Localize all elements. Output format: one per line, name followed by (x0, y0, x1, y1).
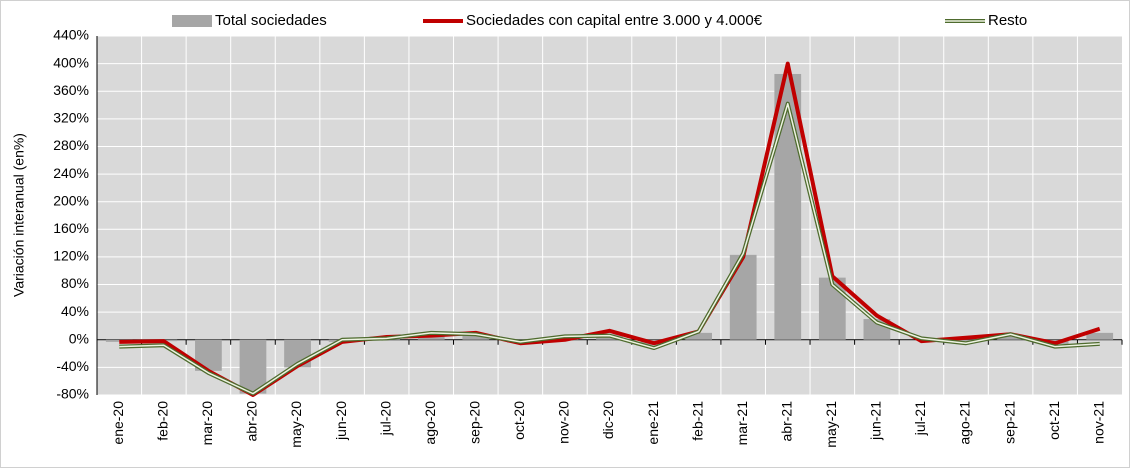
x-tick-label: may-21 (823, 401, 839, 448)
x-tick-label: oct-20 (511, 401, 527, 440)
y-tick-label: 400% (53, 54, 89, 70)
x-tick-label: ago-21 (957, 401, 973, 445)
bar (685, 332, 712, 340)
y-tick-label: 80% (61, 275, 89, 291)
x-tick-label: jul-21 (912, 401, 928, 436)
x-tick-label: ene-20 (110, 401, 126, 445)
bar (997, 334, 1024, 340)
x-tick-label: oct-21 (1046, 401, 1062, 440)
bar (774, 73, 802, 340)
y-tick-label: 280% (53, 137, 89, 153)
x-tick-label: dic-20 (600, 401, 616, 439)
x-tick-label: ene-21 (645, 401, 661, 445)
x-tick-label: jun-21 (868, 401, 884, 441)
x-tick-label: nov-21 (1090, 401, 1106, 444)
x-tick-label: abr-20 (244, 401, 260, 442)
legend-swatch (172, 15, 212, 27)
bar (818, 277, 846, 340)
bar (239, 339, 267, 394)
y-axis-label: Variación interanual (en%) (11, 133, 27, 297)
y-tick-label: 200% (53, 192, 89, 208)
y-tick-label: -80% (56, 386, 89, 402)
x-tick-label: jun-20 (333, 401, 349, 441)
x-tick-label: mar-20 (199, 401, 215, 446)
x-tick-label: nov-20 (556, 401, 572, 444)
line-inner (119, 102, 1100, 395)
x-tick-label: mar-21 (734, 401, 750, 446)
x-tick-label: jul-20 (377, 401, 393, 436)
y-tick-label: 320% (53, 110, 89, 126)
y-tick-label: 120% (53, 248, 89, 264)
y-tick-label: 440% (53, 27, 89, 43)
x-tick-label: ago-20 (422, 401, 438, 445)
x-tick-label: sep-21 (1001, 401, 1017, 444)
y-tick-label: 240% (53, 165, 89, 181)
y-tick-label: 0% (69, 330, 89, 346)
legend-label: Total sociedades (215, 12, 327, 29)
bar (462, 334, 490, 340)
y-tick-label: 160% (53, 220, 89, 236)
y-tick-label: 40% (61, 303, 89, 319)
y-tick-label: 360% (53, 82, 89, 98)
x-tick-label: feb-20 (155, 401, 171, 441)
y-tick-label: -40% (56, 358, 89, 374)
x-tick-label: feb-21 (689, 401, 705, 441)
x-tick-label: abr-21 (778, 401, 794, 442)
x-tick-label: may-20 (288, 401, 304, 448)
bar (952, 339, 980, 342)
legend-label: Resto (988, 12, 1027, 29)
bar (1086, 332, 1114, 340)
legend-label: Sociedades con capital entre 3.000 y 4.0… (466, 12, 763, 29)
x-tick-label: sep-20 (467, 401, 483, 444)
